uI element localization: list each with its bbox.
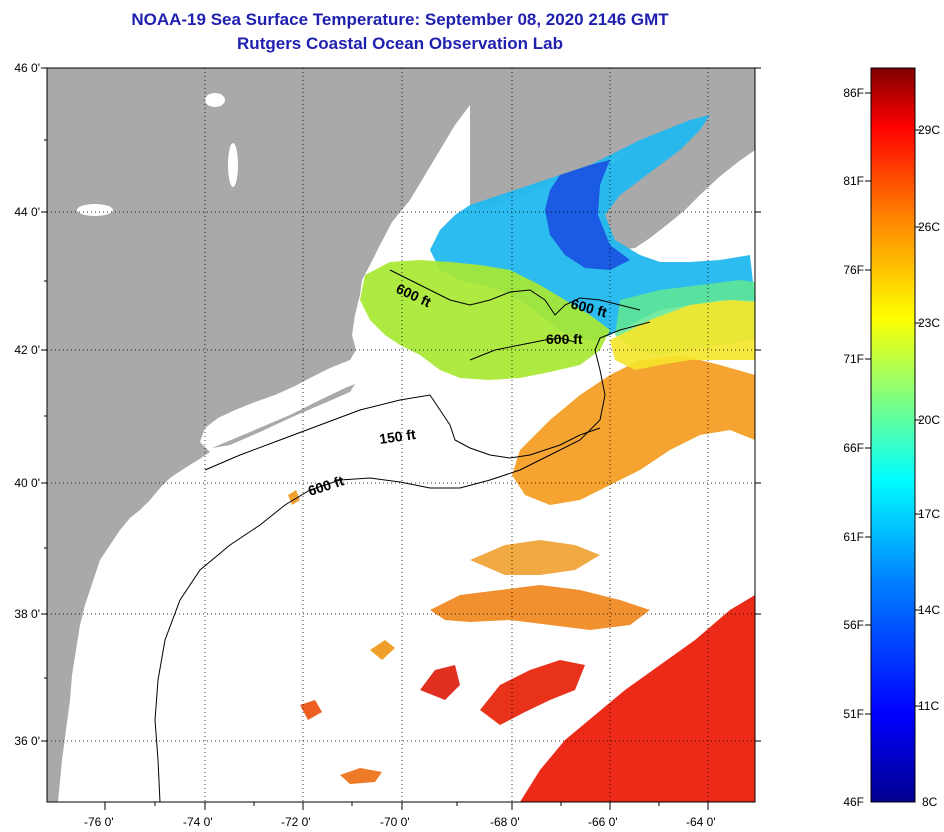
land-canada-north	[470, 68, 755, 210]
lat-label: 42 0'	[14, 343, 40, 357]
sst-orange-patch	[300, 700, 322, 720]
lat-label: 46 0'	[14, 61, 40, 75]
sst-orange-patch	[370, 640, 395, 660]
lake	[228, 143, 238, 187]
lon-label: -70 0'	[380, 815, 410, 829]
colorbar-c-label: 11C	[918, 699, 940, 713]
sst-orange-patch	[470, 540, 600, 575]
lake	[205, 93, 225, 107]
lat-label: 36 0'	[14, 734, 40, 748]
contour-600ft-inner	[469, 337, 576, 361]
sst-gulf-stream-red	[520, 595, 755, 802]
colorbar-c-label: 14C	[918, 603, 941, 617]
colorbar-f-label: 66F	[843, 441, 864, 455]
colorbar-f-label: 61F	[843, 530, 864, 544]
colorbar-c-label: 29C	[918, 123, 941, 137]
lon-label: -68 0'	[490, 815, 520, 829]
contour-600ft-gom	[389, 269, 641, 316]
sst-red-patch	[480, 660, 585, 725]
lon-label: -74 0'	[183, 815, 213, 829]
colorbar-f-label: 51F	[843, 707, 864, 721]
colorbar-c-label: 23C	[918, 316, 941, 330]
contour-150ft	[204, 394, 601, 471]
map-subtitle: Rutgers Coastal Ocean Observation Lab	[237, 34, 563, 53]
lon-label: -72 0'	[281, 815, 311, 829]
lon-label: -66 0'	[588, 815, 618, 829]
colorbar-f-label: 76F	[843, 263, 864, 277]
lat-label: 38 0'	[14, 607, 40, 621]
sst-red-patch	[420, 665, 460, 700]
contour-label: 150 ft	[378, 426, 417, 447]
colorbar-f-label: 56F	[843, 618, 864, 632]
chesapeake-bay	[90, 560, 114, 700]
colorbar-c-label: 17C	[918, 507, 941, 521]
lon-label: -64 0'	[686, 815, 716, 829]
lat-label: 40 0'	[14, 476, 40, 490]
contour-label: 600 ft	[546, 331, 583, 347]
colorbar-f-label: 81F	[843, 174, 864, 188]
colorbar-c-label: 20C	[918, 413, 941, 427]
colorbar-ticks	[865, 92, 921, 715]
colorbar-f-label: 46F	[843, 795, 864, 809]
land-long-island	[212, 384, 355, 448]
sst-yellow-band	[610, 300, 755, 370]
delaware-bay	[132, 505, 158, 545]
axis-ticks	[41, 67, 761, 810]
land-mainland	[47, 68, 470, 802]
colorbar	[870, 67, 916, 803]
colorbar-f-label: 71F	[843, 352, 864, 366]
colorbar-f-label: 86F	[843, 86, 864, 100]
colorbar-c-label: 26C	[918, 220, 941, 234]
sst-deep-blue	[545, 160, 630, 270]
sst-slope-orange	[512, 355, 755, 505]
lake	[77, 204, 113, 216]
contour-600ft-shelf	[154, 321, 651, 802]
sst-orange-patch	[340, 768, 382, 784]
colorbar-c-label: 8C	[922, 795, 938, 809]
map-border	[46, 67, 756, 803]
map-title: NOAA-19 Sea Surface Temperature: Septemb…	[131, 10, 669, 29]
sst-orange-patch	[430, 585, 650, 630]
lat-label: 44 0'	[14, 205, 40, 219]
lon-label: -76 0'	[84, 815, 114, 829]
